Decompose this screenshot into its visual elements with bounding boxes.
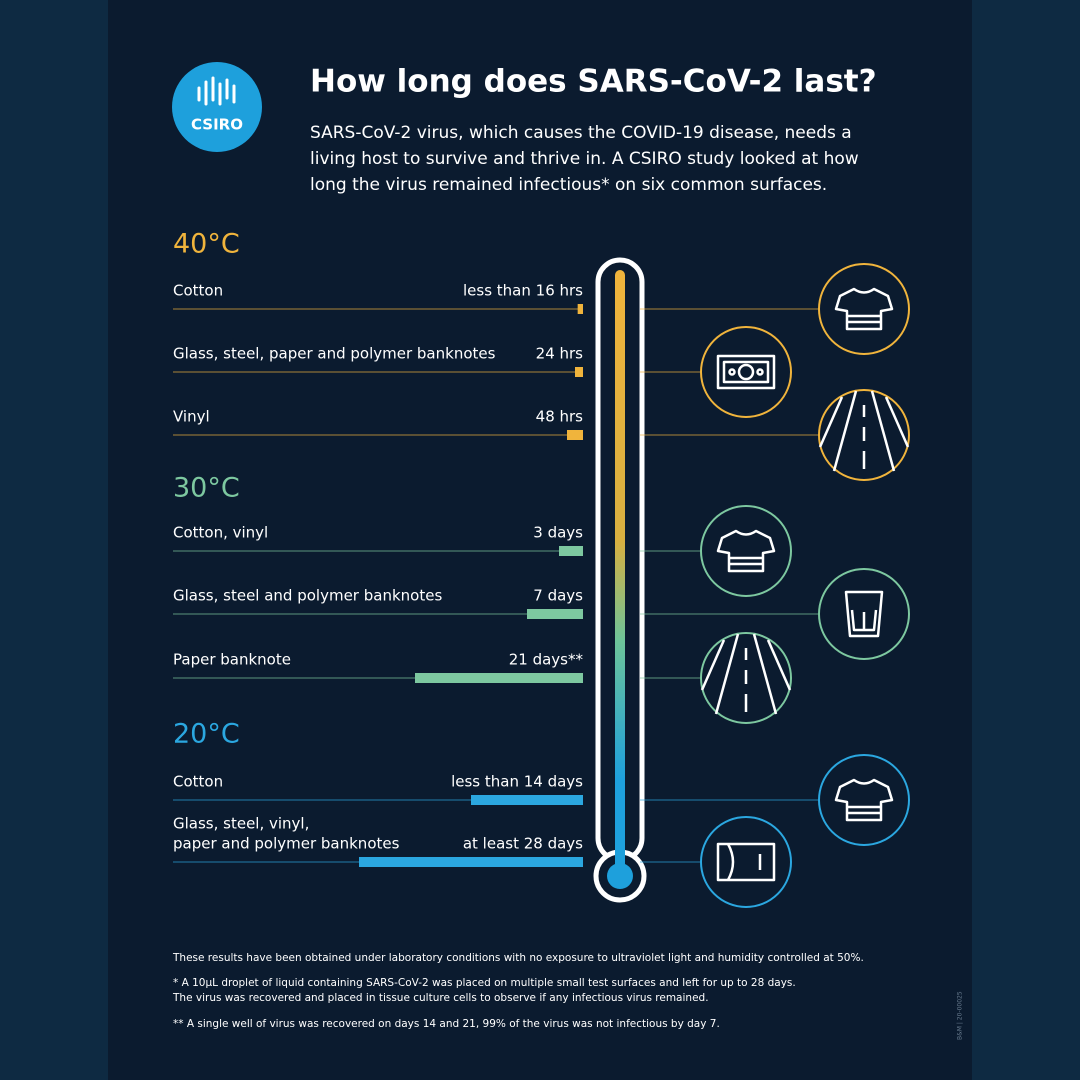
logo [172, 62, 262, 152]
icon-circle [818, 389, 910, 481]
duration-bar [567, 430, 583, 440]
icon-circle [700, 326, 792, 418]
duration-bar [359, 857, 583, 867]
section-heading: 30°C [173, 473, 240, 504]
panel [108, 0, 972, 1080]
thermometer-fill [615, 270, 625, 870]
footnote: These results have been obtained under l… [172, 952, 864, 964]
shirt [834, 287, 894, 331]
icon-circle [700, 505, 792, 597]
section-heading: 20°C [173, 719, 240, 750]
item-label: Glass, steel, vinyl, [173, 815, 309, 833]
logo-text: CSIRO [191, 116, 243, 134]
code: B&M | 20-00025 [957, 991, 964, 1040]
icon-glass [844, 590, 884, 638]
glass [844, 590, 884, 638]
road-line [700, 639, 726, 691]
thermometer-bulb-fill [607, 863, 633, 889]
icon-road [818, 390, 910, 472]
item-duration: less than 16 hrs [463, 282, 583, 300]
icon-circle [818, 754, 910, 846]
item-label: Vinyl [173, 408, 210, 426]
dot [728, 368, 736, 376]
icon-circle [700, 816, 792, 908]
duration-bar [575, 367, 583, 377]
item-duration: 3 days [533, 524, 583, 542]
item-label: Glass, steel and polymer banknotes [173, 587, 442, 605]
note [716, 842, 776, 882]
icon-road [700, 633, 792, 715]
item-label: Glass, steel, paper and polymer banknote… [173, 345, 496, 363]
item-duration: 48 hrs [536, 408, 584, 426]
item-label: Cotton, vinyl [173, 524, 268, 542]
road-line [714, 633, 740, 715]
intro-line: long the virus remained infectious* on s… [310, 175, 827, 195]
duration-bar [471, 795, 583, 805]
note [716, 354, 776, 390]
footnote: The virus was recovered and placed in ti… [172, 992, 709, 1004]
coin [737, 363, 755, 381]
dot [756, 368, 764, 376]
icon-circle [700, 632, 792, 724]
footnote: * A 10µL droplet of liquid containing SA… [173, 977, 796, 989]
road-line [832, 390, 858, 472]
item-duration: 7 days [533, 587, 583, 605]
item-label: paper and polymer banknotes [173, 835, 400, 853]
intro-line: living host to survive and thrive in. A … [310, 149, 859, 169]
icon-shirt [834, 287, 894, 331]
icon-shirt [834, 778, 894, 822]
wave [726, 843, 735, 881]
road-line [766, 639, 792, 691]
duration-bar [415, 673, 583, 683]
shirt [716, 529, 776, 573]
road-line [884, 396, 910, 448]
icon-shirt [716, 529, 776, 573]
duration-bar [577, 304, 583, 314]
road-line [818, 396, 844, 448]
road-line [752, 633, 778, 715]
item-duration: less than 14 days [451, 773, 583, 791]
icon-circle [818, 568, 910, 660]
icon-circle [818, 263, 910, 355]
intro-line: SARS-CoV-2 virus, which causes the COVID… [310, 123, 852, 143]
icon-note2 [716, 842, 776, 882]
item-label: Paper banknote [173, 651, 291, 669]
shirt [834, 778, 894, 822]
logo-mark [197, 76, 236, 106]
item-label: Cotton [173, 773, 223, 791]
item-duration: 24 hrs [536, 345, 584, 363]
item-duration: at least 28 days [463, 835, 583, 853]
duration-bar [559, 546, 583, 556]
title: How long does SARS-CoV-2 last? [310, 64, 877, 100]
section-heading: 40°C [173, 229, 240, 260]
item-label: Cotton [173, 282, 223, 300]
icon-note [716, 354, 776, 390]
footnote: ** A single well of virus was recovered … [173, 1018, 720, 1030]
note-inner [722, 360, 770, 384]
duration-bar [527, 609, 583, 619]
road-line [870, 390, 896, 472]
item-duration: 21 days** [509, 651, 584, 669]
